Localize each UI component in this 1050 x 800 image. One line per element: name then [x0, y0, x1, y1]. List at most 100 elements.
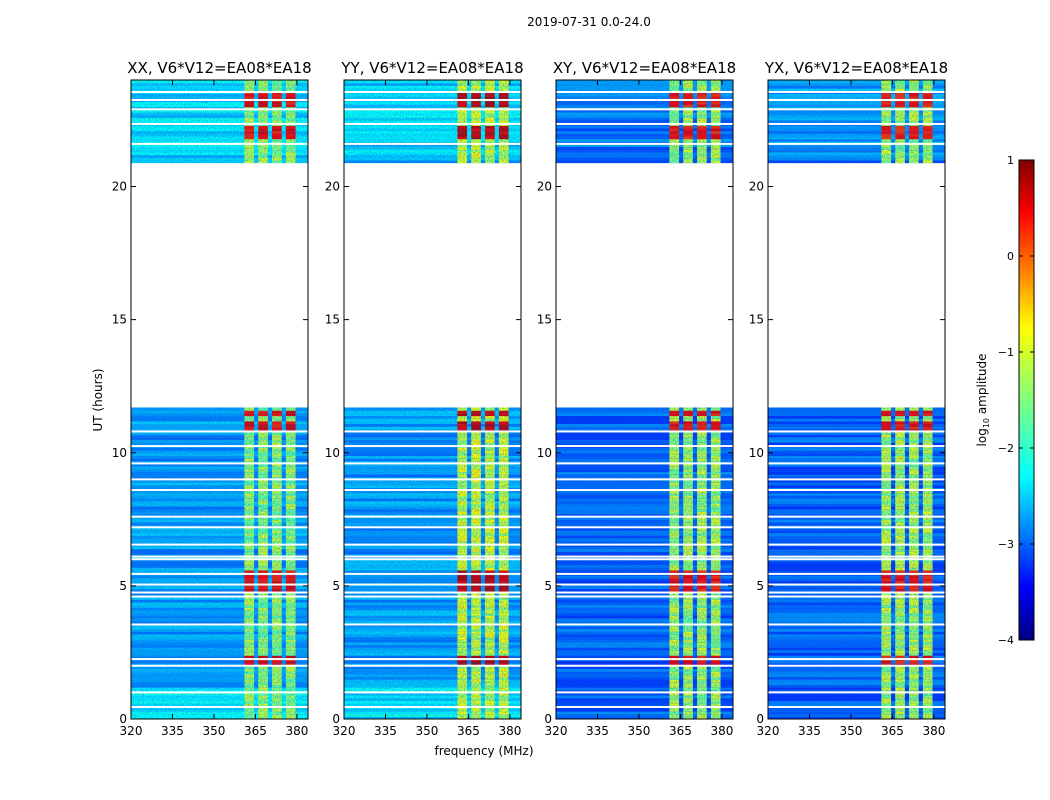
- flagged-row: [131, 658, 308, 661]
- y-tick-label: 10: [112, 446, 127, 460]
- panel-1: XX, V6*V12=EA08*EA18 320 335 350 365 380 0 5 10 1…: [112, 59, 312, 738]
- flagged-row: [768, 691, 945, 694]
- flagged-row: [344, 526, 521, 529]
- flagged-row: [768, 623, 945, 626]
- y-tick-label: 5: [544, 579, 552, 593]
- panel-heatmap: [556, 80, 733, 719]
- flagged-row: [131, 706, 308, 709]
- flagged-row: [131, 445, 308, 448]
- y-tick-label: 20: [537, 180, 552, 194]
- flagged-row: [768, 664, 945, 667]
- flagged-row: [344, 555, 521, 558]
- flagged-row: [131, 122, 308, 125]
- flagged-row: [556, 658, 733, 661]
- flagged-row: [556, 430, 733, 433]
- y-tick-label: 0: [544, 712, 552, 726]
- flagged-row: [131, 526, 308, 529]
- flagged-row: [344, 90, 521, 93]
- flagged-row: [344, 583, 521, 586]
- flagged-row: [768, 706, 945, 709]
- flagged-row: [768, 90, 945, 93]
- x-tick-label: 350: [203, 724, 226, 738]
- flagged-row: [344, 706, 521, 709]
- flagged-row: [131, 142, 308, 145]
- x-axis-label: frequency (MHz): [434, 744, 533, 758]
- y-tick-label: 0: [119, 712, 127, 726]
- colorbar-tick-label: 1: [1007, 154, 1014, 167]
- figure-suptitle: 2019-07-31 0.0-24.0: [527, 15, 651, 29]
- flagged-row: [344, 515, 521, 518]
- flagged-row: [344, 572, 521, 575]
- colorbar-tick-label: −1: [998, 346, 1014, 359]
- flagged-row: [556, 98, 733, 101]
- y-tick-label: 10: [537, 446, 552, 460]
- colorbar-tick-label: −3: [998, 538, 1014, 551]
- x-tick-label: 335: [586, 724, 609, 738]
- x-tick-label: 380: [285, 724, 308, 738]
- flagged-row: [556, 462, 733, 465]
- y-tick-label: 20: [325, 180, 340, 194]
- flagged-row: [344, 122, 521, 125]
- flagged-row: [131, 572, 308, 575]
- noise-texture: [344, 80, 521, 163]
- x-tick-label: 335: [374, 724, 397, 738]
- flagged-row: [344, 664, 521, 667]
- flagged-row: [768, 526, 945, 529]
- flagged-row: [768, 595, 945, 598]
- panel-frame: [555, 79, 734, 720]
- flagged-row: [768, 558, 945, 561]
- flagged-row: [344, 445, 521, 448]
- flagged-row: [344, 558, 521, 561]
- colorbar-tick-label: −4: [998, 634, 1014, 647]
- x-tick-label: 365: [457, 724, 480, 738]
- flagged-row: [131, 623, 308, 626]
- flagged-row: [131, 595, 308, 598]
- panel-heatmap: [344, 80, 521, 719]
- colorbar-tick-label: −2: [998, 442, 1014, 455]
- flagged-row: [344, 623, 521, 626]
- flagged-row: [556, 445, 733, 448]
- flagged-row: [131, 664, 308, 667]
- flagged-row: [556, 122, 733, 125]
- x-tick-label: 365: [244, 724, 267, 738]
- flagged-row: [556, 526, 733, 529]
- x-tick-label: 320: [120, 724, 143, 738]
- x-tick-label: 350: [628, 724, 651, 738]
- x-tick-label: 350: [416, 724, 439, 738]
- flagged-row: [768, 489, 945, 492]
- flagged-row: [556, 664, 733, 667]
- x-tick-label: 320: [757, 724, 780, 738]
- noise-texture: [344, 407, 521, 719]
- colorbar-label: log10 amplitude: [975, 354, 991, 447]
- flagged-row: [556, 595, 733, 598]
- flagged-row: [131, 98, 308, 101]
- colorbar-label-sub: 10: [982, 418, 991, 428]
- y-tick-label: 5: [119, 579, 127, 593]
- panel-heatmap: [768, 80, 945, 719]
- flagged-row: [131, 555, 308, 558]
- panel-2: YY, V6*V12=EA08*EA18 320 335 350 365 380 0 5 10 1…: [325, 59, 524, 738]
- flagged-row: [768, 583, 945, 586]
- flagged-row: [768, 122, 945, 125]
- x-tick-label: 350: [840, 724, 863, 738]
- flagged-row: [768, 430, 945, 433]
- y-tick-label: 20: [749, 180, 764, 194]
- x-tick-label: 320: [333, 724, 356, 738]
- flagged-row: [768, 142, 945, 145]
- flagged-row: [556, 591, 733, 594]
- panel-heatmap: [131, 80, 308, 719]
- flagged-row: [556, 572, 733, 575]
- flagged-row: [556, 558, 733, 561]
- flagged-row: [556, 623, 733, 626]
- flagged-row: [344, 658, 521, 661]
- flagged-row: [556, 90, 733, 93]
- panel-title: XX, V6*V12=EA08*EA18: [127, 59, 311, 77]
- flagged-row: [131, 478, 308, 481]
- flagged-row: [556, 555, 733, 558]
- flagged-row: [556, 478, 733, 481]
- flagged-row: [344, 591, 521, 594]
- colorbar-gradient: [1018, 159, 1035, 641]
- panel-title: YY, V6*V12=EA08*EA18: [340, 59, 523, 77]
- x-tick-label: 380: [922, 724, 945, 738]
- y-tick-label: 5: [756, 579, 764, 593]
